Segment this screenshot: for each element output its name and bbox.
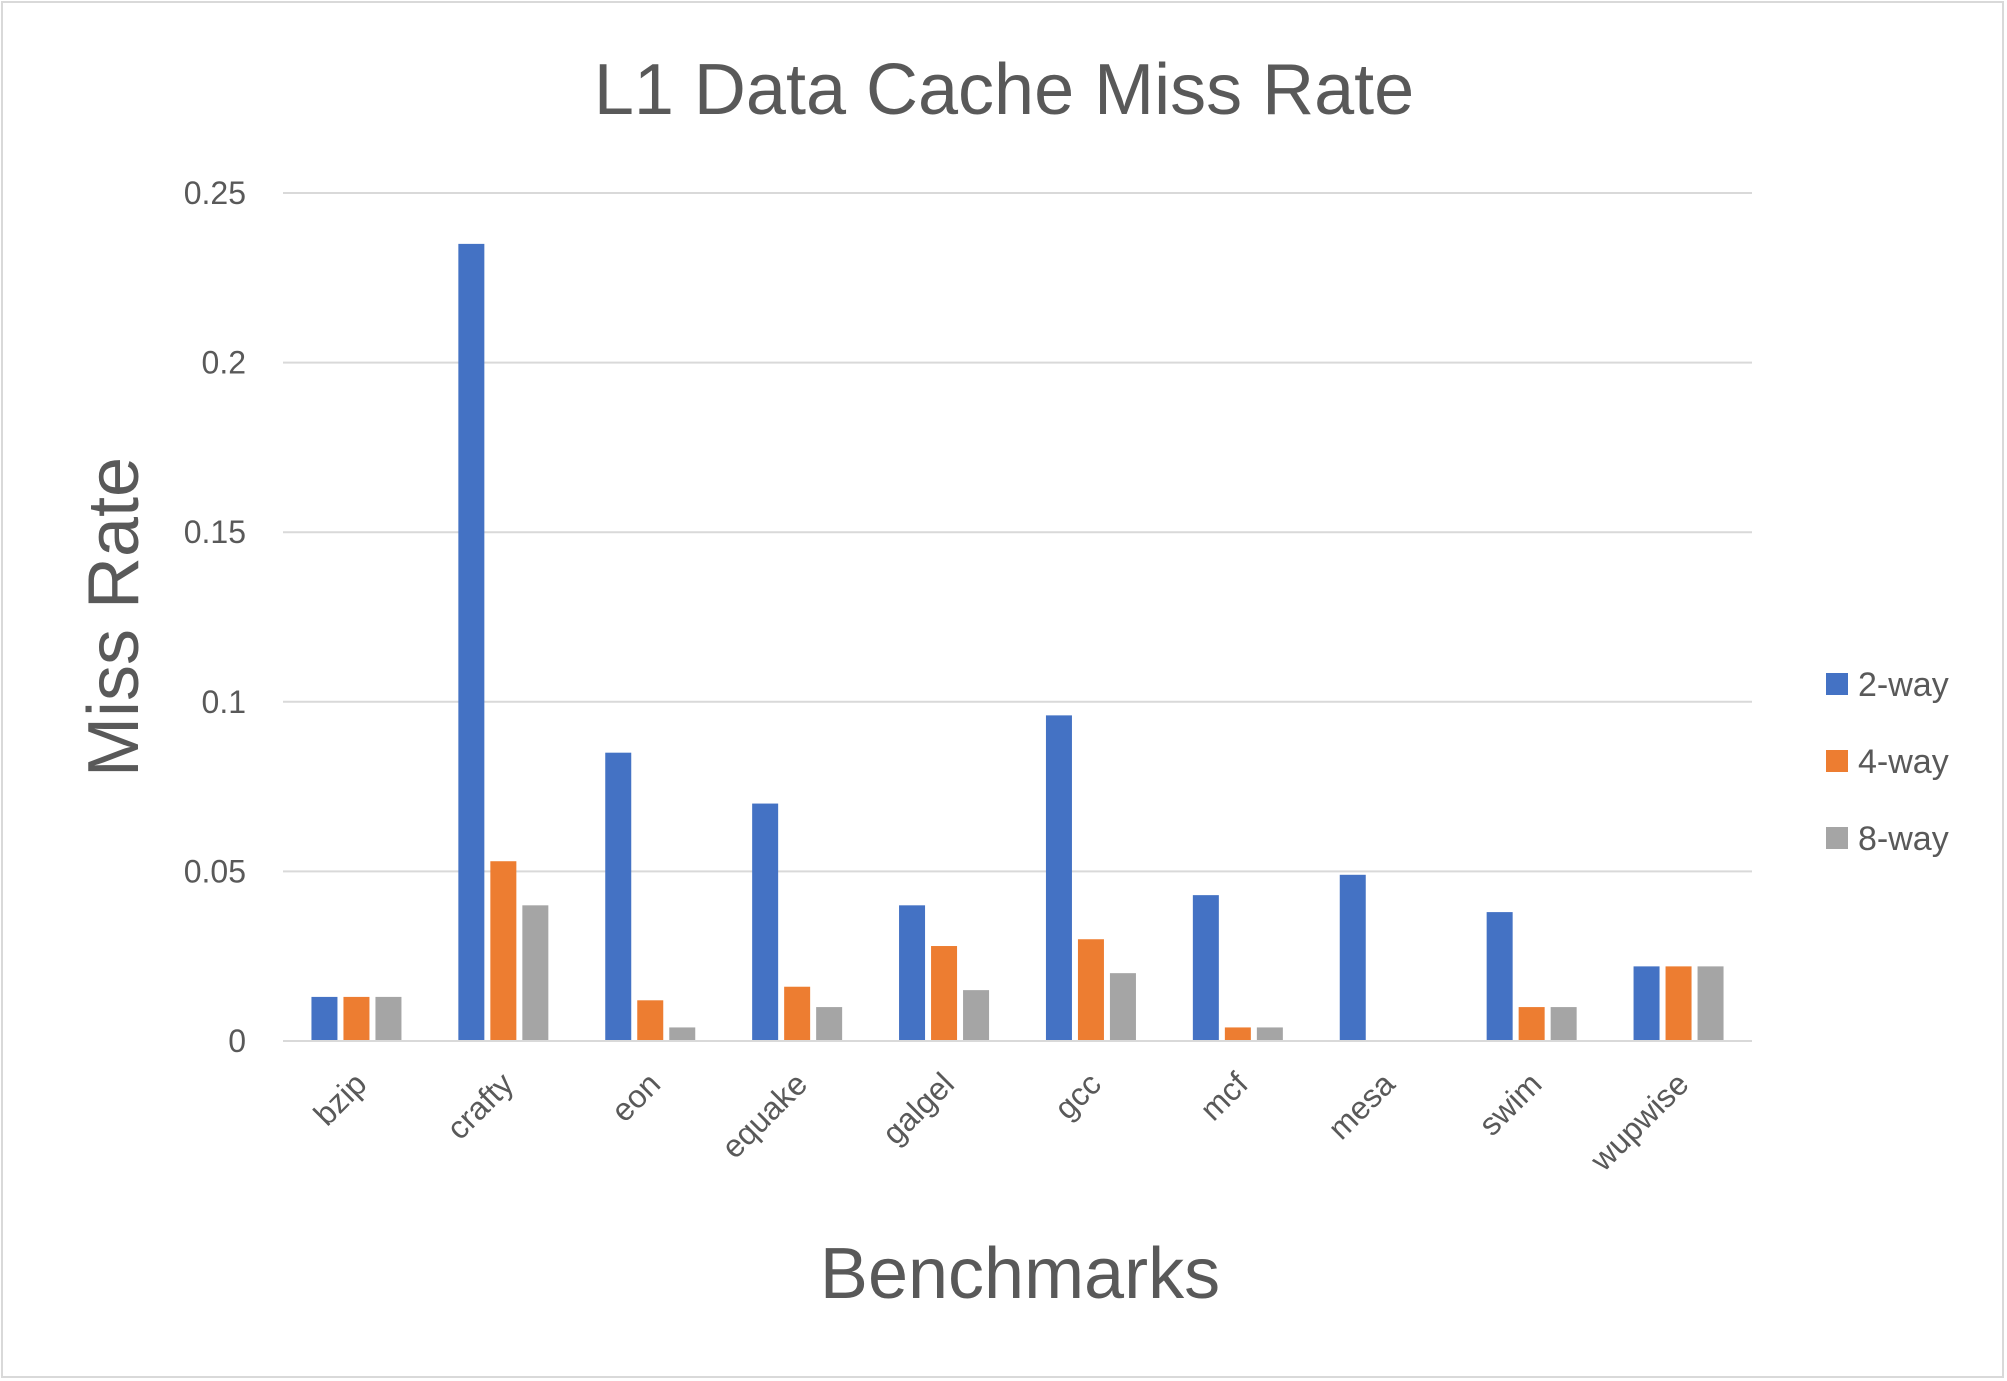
bar-8-way-swim	[1550, 1007, 1577, 1041]
x-tick-label: gcc	[1047, 1065, 1108, 1126]
y-axis-ticks: 0 0.05 0.1 0.15 0.2 0.25	[184, 175, 246, 1059]
y-axis-title: Miss Rate	[74, 457, 154, 777]
gridlines	[283, 192, 1752, 873]
legend-label: 8-way	[1858, 820, 1949, 858]
y-tick-label: 0.2	[202, 345, 246, 381]
bar-4-way-wupwise	[1665, 966, 1692, 1041]
x-axis-title: Benchmarks	[820, 1234, 1220, 1314]
y-tick-label: 0.25	[184, 175, 246, 211]
legend-swatch-4-way	[1826, 750, 1848, 772]
bar-4-way-mcf	[1224, 1027, 1251, 1041]
bar-2-way-wupwise	[1633, 966, 1660, 1041]
bar-4-way-gcc	[1077, 939, 1104, 1041]
legend: 2-way 4-way 8-way	[1826, 666, 1949, 858]
bar-2-way-galgel	[899, 905, 926, 1041]
bar-4-way-swim	[1518, 1007, 1545, 1041]
bar-8-way-crafty	[522, 905, 549, 1041]
bar-2-way-eon	[605, 752, 632, 1041]
x-tick-label: crafty	[440, 1065, 521, 1146]
bar-8-way-galgel	[963, 990, 990, 1041]
bar-4-way-eon	[637, 1000, 664, 1041]
x-axis-ticks: bzip crafty eon equake galgel gcc mcf mesa swim w…	[306, 1065, 1695, 1178]
x-tick-label: mcf	[1193, 1065, 1255, 1127]
bar-8-way-mcf	[1256, 1027, 1283, 1041]
bar-8-way-eon	[669, 1027, 696, 1041]
legend-swatch-8-way	[1826, 827, 1848, 849]
y-tick-label: 0.05	[184, 853, 246, 889]
bar-8-way-equake	[816, 1007, 843, 1041]
bar-4-way-galgel	[931, 946, 958, 1041]
bar-2-way-gcc	[1045, 715, 1072, 1041]
bar-8-way-gcc	[1109, 973, 1136, 1041]
y-tick-label: 0.15	[184, 514, 246, 550]
x-tick-label: mesa	[1321, 1065, 1402, 1146]
bar-8-way-wupwise	[1697, 966, 1724, 1041]
x-tick-label: swim	[1472, 1065, 1549, 1142]
legend-swatch-2-way	[1826, 673, 1848, 695]
bar-2-way-mcf	[1192, 895, 1219, 1041]
bar-4-way-equake	[784, 986, 811, 1041]
bar-2-way-bzip	[311, 996, 338, 1041]
chart-title: L1 Data Cache Miss Rate	[594, 50, 1414, 130]
y-tick-label: 0	[228, 1023, 246, 1059]
bars	[311, 243, 1724, 1041]
bar-2-way-equake	[752, 803, 779, 1041]
bar-4-way-crafty	[490, 861, 517, 1041]
bar-4-way-bzip	[343, 996, 370, 1041]
bar-2-way-mesa	[1339, 874, 1366, 1041]
legend-label: 4-way	[1858, 743, 1949, 781]
x-tick-label: equake	[714, 1065, 814, 1165]
bar-2-way-swim	[1486, 912, 1513, 1041]
x-tick-label: wupwise	[1583, 1065, 1696, 1178]
x-tick-label: bzip	[306, 1065, 373, 1132]
bar-8-way-bzip	[375, 996, 402, 1041]
bar-2-way-crafty	[458, 243, 485, 1041]
legend-label: 2-way	[1858, 666, 1949, 704]
y-tick-label: 0.1	[202, 684, 246, 720]
x-tick-label: eon	[604, 1065, 667, 1128]
x-tick-label: galgel	[875, 1065, 961, 1151]
